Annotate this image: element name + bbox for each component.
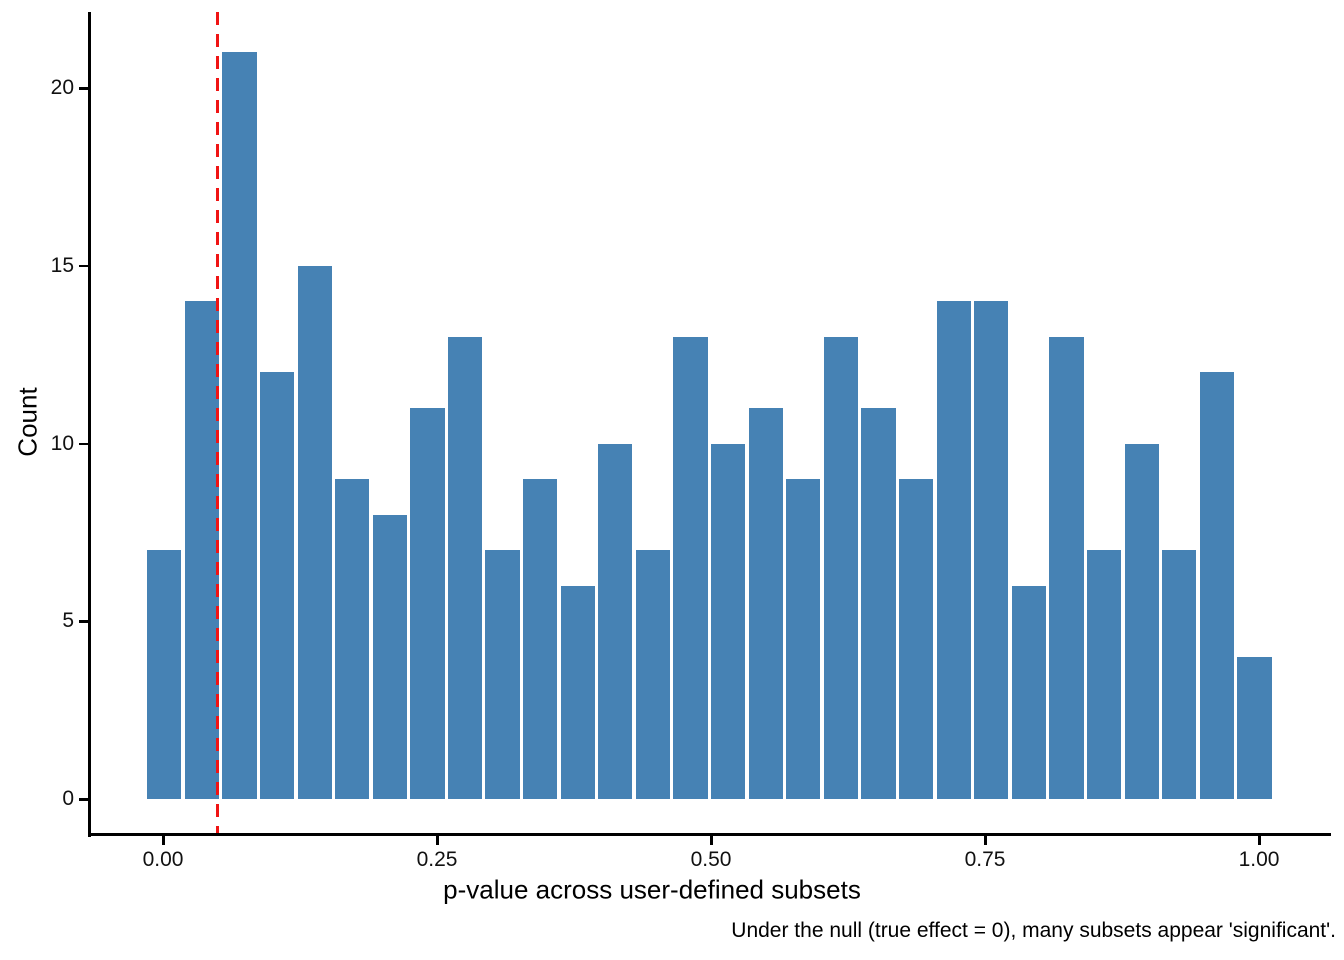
histogram-bar <box>184 301 219 799</box>
x-axis-tick-label: 0.25 <box>416 848 458 871</box>
x-axis-tick <box>710 836 713 845</box>
y-axis-tick-label: 0 <box>62 787 74 810</box>
x-axis-tick-label: 1.00 <box>1238 848 1280 871</box>
y-axis-tick <box>79 620 88 623</box>
histogram-bar <box>1237 656 1272 799</box>
x-axis-tick-label: 0.00 <box>142 848 184 871</box>
histogram-bar <box>410 407 445 799</box>
histogram-bar <box>147 550 182 799</box>
histogram-bar <box>1049 336 1084 799</box>
histogram-bar <box>748 407 783 799</box>
x-axis-tick <box>436 836 439 845</box>
y-axis-tick <box>79 442 88 445</box>
x-axis-line <box>88 833 1331 836</box>
histogram-bar <box>335 479 370 799</box>
histogram-bar <box>1124 443 1159 799</box>
histogram-bar <box>523 479 558 799</box>
histogram-bar <box>560 585 595 799</box>
y-axis-title: Count <box>12 387 43 457</box>
histogram-bar <box>485 550 520 799</box>
histogram-bar <box>1086 550 1122 799</box>
histogram-bar <box>447 336 483 799</box>
y-axis-line <box>88 12 91 837</box>
histogram-bar <box>598 443 633 799</box>
histogram-bar <box>899 479 934 799</box>
histogram-bar <box>786 479 821 799</box>
x-axis-tick-label: 0.75 <box>964 848 1006 871</box>
histogram-bar <box>222 52 257 799</box>
histogram-bar <box>711 443 746 799</box>
histogram-bar <box>974 301 1009 799</box>
x-axis-tick <box>1258 836 1261 845</box>
y-axis-tick-label: 20 <box>50 76 74 99</box>
x-axis-tick <box>984 836 987 845</box>
histogram-bar <box>1011 585 1046 799</box>
histogram-bar <box>936 301 971 799</box>
histogram-bar <box>673 336 708 799</box>
y-axis-tick-label: 15 <box>50 253 74 277</box>
y-axis-tick <box>79 264 88 268</box>
histogram-bar <box>823 336 859 799</box>
histogram-bar <box>297 265 332 799</box>
x-axis-title: p-value across user-defined subsets <box>443 874 861 905</box>
histogram-bar <box>1162 550 1197 799</box>
histogram-bar <box>1199 372 1234 799</box>
histogram-bar <box>861 407 896 799</box>
y-axis-tick-label: 10 <box>50 431 74 455</box>
x-axis-tick-label: 0.50 <box>690 848 732 871</box>
y-axis-tick-label: 5 <box>62 609 74 633</box>
significance-threshold-line <box>216 12 220 833</box>
y-axis-tick <box>79 798 88 801</box>
histogram-bar <box>259 372 295 799</box>
y-axis-tick <box>79 87 88 90</box>
histogram-bar <box>635 550 671 799</box>
histogram-bar <box>372 514 407 799</box>
plot-caption: Under the null (true effect = 0), many s… <box>731 919 1336 942</box>
x-axis-tick <box>162 836 165 845</box>
